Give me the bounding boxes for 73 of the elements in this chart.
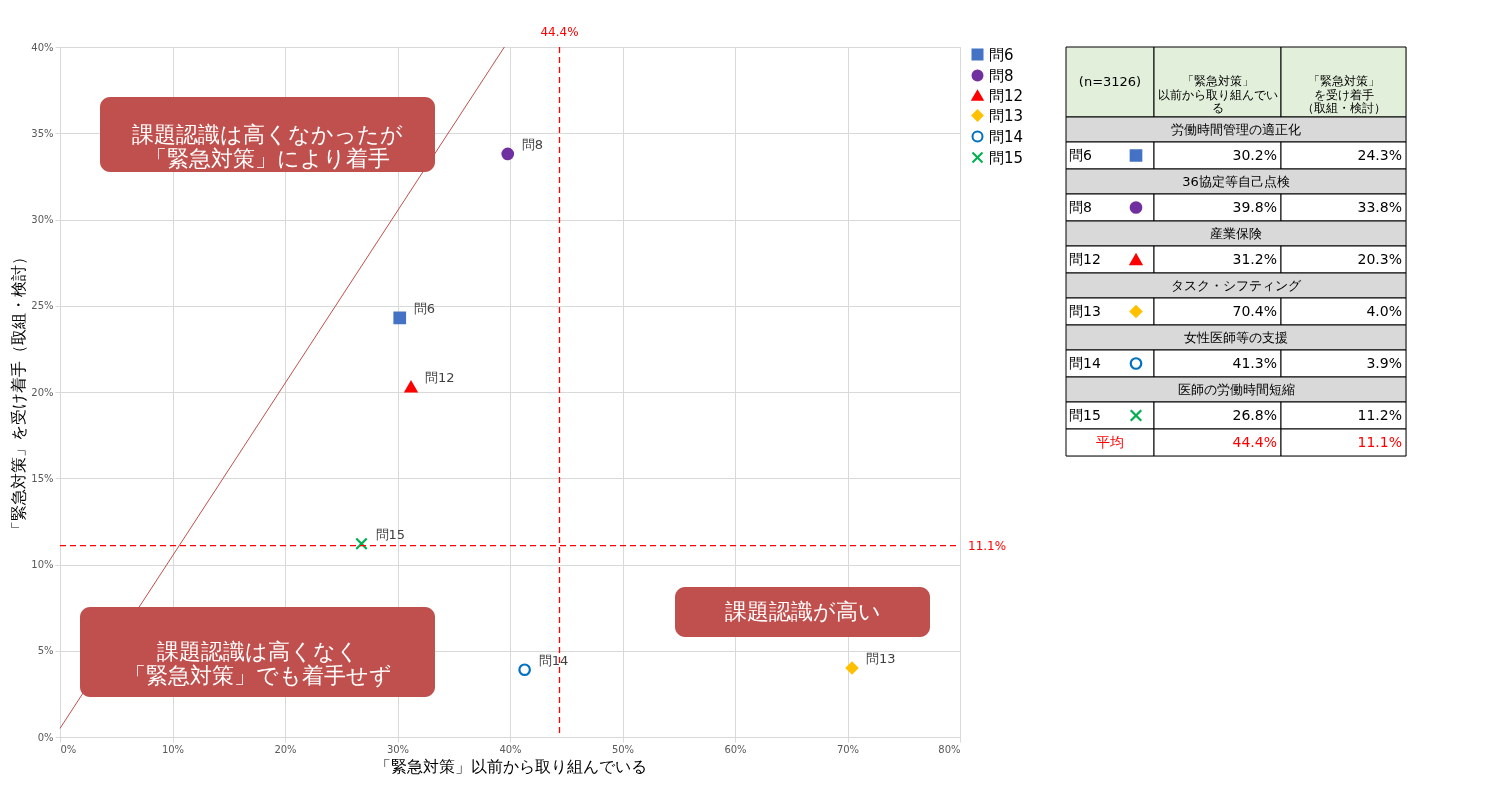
text: 女性医師等の支援 xyxy=(1184,329,1288,345)
x-axis-title: 「緊急対策」以前から取り組んでいる xyxy=(374,756,647,776)
y-tick-label: 40% xyxy=(31,41,54,53)
text: 問12 xyxy=(1069,250,1101,267)
legend-label: 問12 xyxy=(989,86,1024,105)
legend-label: 問6 xyxy=(989,45,1014,64)
legend-label: 問8 xyxy=(989,66,1014,85)
x-tick-label: 30% xyxy=(386,743,410,755)
text: 問15 xyxy=(375,526,406,542)
text: 「緊急対策」以前から取り組んでいる xyxy=(1157,74,1278,115)
point xyxy=(404,381,418,393)
y-tick-label: 0% xyxy=(37,731,54,743)
text: 70.4% xyxy=(1232,302,1277,319)
point xyxy=(501,147,515,161)
x-tick-label: 80% xyxy=(938,743,961,755)
point xyxy=(393,311,407,325)
x-tick-label: 70% xyxy=(836,743,860,755)
x-tick-label: 60% xyxy=(724,743,747,755)
y-tick-label: 10% xyxy=(31,559,54,570)
text: 41.3% xyxy=(1232,354,1277,371)
text: 問15 xyxy=(1069,406,1101,423)
x-tick-label: 10% xyxy=(161,743,185,755)
text: 26.8% xyxy=(1232,406,1277,423)
text: 問8 xyxy=(1069,198,1092,215)
annotation: 課題認識が高い xyxy=(724,599,881,624)
y-tick-label: 25% xyxy=(31,300,54,312)
y-tick-label: 20% xyxy=(31,386,54,398)
x-tick-label: 40% xyxy=(499,743,522,755)
legend-label: 問14 xyxy=(989,127,1024,146)
text: 4.0% xyxy=(1366,302,1402,319)
x-tick-label: 50% xyxy=(611,743,635,755)
annotation: 課題認識は高くなかったが「緊急対策」により着手 xyxy=(132,121,403,171)
point xyxy=(518,663,531,677)
x-tick-label: 20% xyxy=(274,743,297,755)
legend-label: 問13 xyxy=(989,106,1024,125)
text: 31.2% xyxy=(1232,250,1277,267)
text: 33.8% xyxy=(1357,198,1402,215)
text: 問6 xyxy=(1069,146,1092,163)
text: 医師の労働時間短縮 xyxy=(1177,381,1295,397)
annotation: 課題認識は高くなく「緊急対策」でも着手せず xyxy=(123,639,392,688)
text: 問6 xyxy=(413,300,436,316)
text: 「緊急対策」を受け着手（取組・検討） xyxy=(1301,74,1386,115)
y-tick-label: 30% xyxy=(31,214,54,225)
point xyxy=(845,661,859,675)
y-tick-label: 5% xyxy=(37,645,54,657)
text: 問12 xyxy=(425,369,455,385)
text: 44.4% xyxy=(1232,433,1277,450)
text: タスク・シフティング xyxy=(1171,277,1302,293)
point xyxy=(355,537,368,551)
y-axis-title: 「緊急対策」を受け着手（取組・検討） xyxy=(9,248,29,537)
y-tick-label: 15% xyxy=(31,472,54,484)
text: 問8 xyxy=(521,136,544,152)
ref-line-label: 44.4% xyxy=(540,25,579,39)
text: 産業保険 xyxy=(1210,225,1262,241)
text: 20.3% xyxy=(1357,250,1402,267)
text: 36協定等自己点検 xyxy=(1182,173,1290,189)
text: 30.2% xyxy=(1232,146,1277,163)
text: 3.9% xyxy=(1366,354,1402,371)
text: (n=3126) xyxy=(1078,74,1142,89)
ref-line-label: 11.1% xyxy=(968,538,1007,553)
text: 39.8% xyxy=(1232,198,1277,215)
text: 11.1% xyxy=(1357,433,1402,450)
text: 問13 xyxy=(1069,302,1101,319)
legend-label: 問15 xyxy=(989,148,1024,167)
text: 問14 xyxy=(538,652,569,668)
text: 問13 xyxy=(866,651,896,666)
y-tick-label: 35% xyxy=(31,127,54,139)
text: 11.2% xyxy=(1357,406,1402,423)
text: 24.3% xyxy=(1357,146,1402,163)
x-tick-label: 0% xyxy=(60,743,77,755)
text: 平均 xyxy=(1096,433,1124,450)
text: 労働時間管理の適正化 xyxy=(1171,121,1301,137)
text: 問14 xyxy=(1069,354,1101,371)
